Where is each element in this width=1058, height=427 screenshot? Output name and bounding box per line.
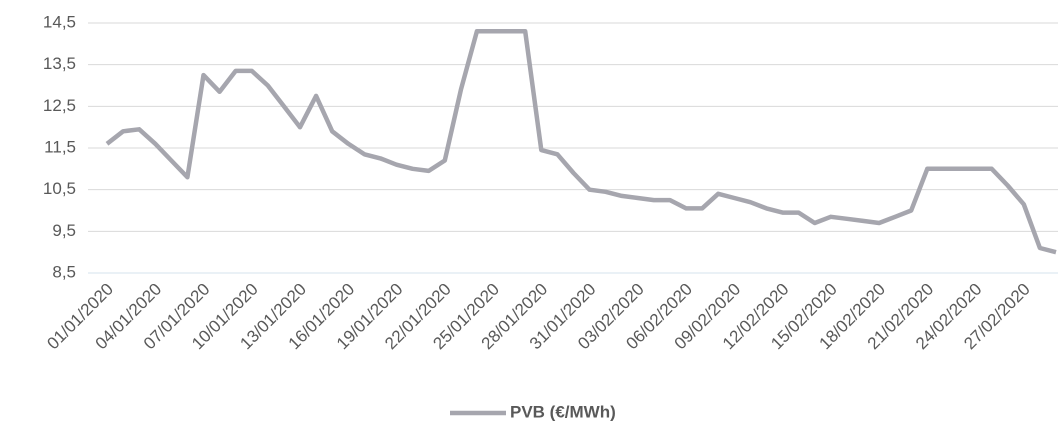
legend-label: PVB (€/MWh) <box>510 402 616 421</box>
y-tick-label: 13,5 <box>43 54 76 73</box>
y-tick-label: 9,5 <box>52 221 76 240</box>
y-tick-label: 11,5 <box>44 137 76 156</box>
y-tick-label: 14,5 <box>43 12 76 31</box>
y-tick-label: 10,5 <box>43 179 76 198</box>
y-tick-label: 8,5 <box>52 262 76 281</box>
y-tick-label: 12,5 <box>43 96 76 115</box>
data-line <box>105 29 1057 255</box>
